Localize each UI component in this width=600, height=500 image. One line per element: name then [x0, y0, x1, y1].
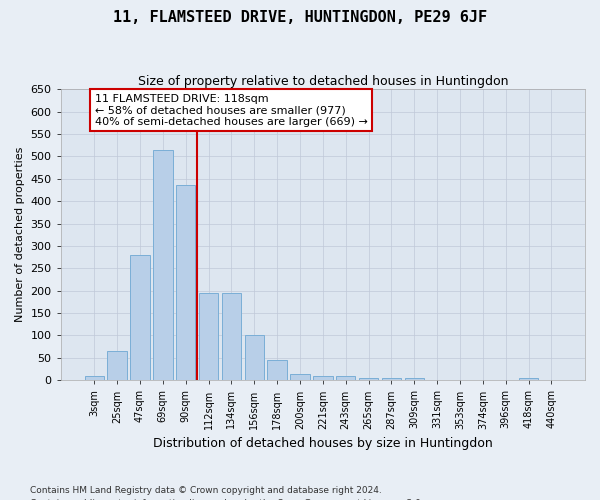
X-axis label: Distribution of detached houses by size in Huntingdon: Distribution of detached houses by size …	[153, 437, 493, 450]
Bar	[107, 351, 127, 380]
Bar	[519, 378, 538, 380]
Bar	[153, 150, 173, 380]
Bar	[130, 255, 149, 380]
Bar	[313, 376, 332, 380]
Text: Contains HM Land Registry data © Crown copyright and database right 2024.: Contains HM Land Registry data © Crown c…	[30, 486, 382, 495]
Text: 11 FLAMSTEED DRIVE: 118sqm
← 58% of detached houses are smaller (977)
40% of sem: 11 FLAMSTEED DRIVE: 118sqm ← 58% of deta…	[95, 94, 368, 127]
Title: Size of property relative to detached houses in Huntingdon: Size of property relative to detached ho…	[137, 75, 508, 88]
Bar	[221, 293, 241, 380]
Bar	[199, 293, 218, 380]
Bar	[336, 376, 355, 380]
Bar	[290, 374, 310, 380]
Bar	[245, 336, 264, 380]
Y-axis label: Number of detached properties: Number of detached properties	[15, 147, 25, 322]
Bar	[382, 378, 401, 380]
Bar	[176, 186, 196, 380]
Text: Contains public sector information licensed under the Open Government Licence v3: Contains public sector information licen…	[30, 498, 424, 500]
Text: 11, FLAMSTEED DRIVE, HUNTINGDON, PE29 6JF: 11, FLAMSTEED DRIVE, HUNTINGDON, PE29 6J…	[113, 10, 487, 25]
Bar	[404, 378, 424, 380]
Bar	[85, 376, 104, 380]
Bar	[359, 378, 378, 380]
Bar	[268, 360, 287, 380]
